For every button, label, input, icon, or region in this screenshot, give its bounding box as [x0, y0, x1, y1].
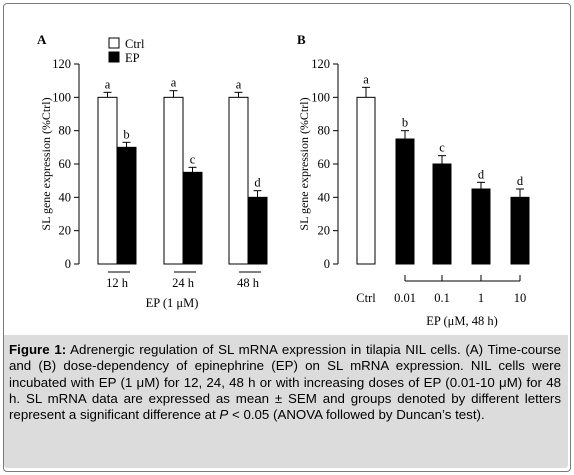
- panel-a-significance-letter: a: [236, 77, 242, 91]
- panel-a-x-tick-label: 24 h: [172, 276, 195, 290]
- panel-b-ylabel: SL gene expression (%Ctrl): [297, 97, 311, 230]
- caption-text-1: Adrenergic regulation of SL mRNA express…: [9, 342, 561, 423]
- panel-b-x-tick-label: Ctrl: [356, 291, 376, 305]
- panel-a-y-tick-label: 20: [59, 224, 72, 238]
- panel-a-y-tick-label: 120: [52, 57, 71, 71]
- panel-b-y-tick-label: 120: [311, 57, 330, 71]
- caption-p-symbol: P: [219, 407, 229, 423]
- figure-plot-area: A SL gene expression (%Ctrl) EP (1 μM) 0…: [37, 32, 530, 328]
- panel-b-x-tick-label: 1: [478, 291, 484, 305]
- caption-background: [4, 335, 568, 468]
- panel-b-significance-letter: d: [478, 167, 485, 181]
- panel-b-y-tick-label: 60: [318, 157, 331, 171]
- panel-b-label: B: [297, 32, 306, 47]
- panel-b-y-tick-label: 20: [318, 224, 331, 238]
- panel-a-bar-ep: [182, 171, 203, 265]
- panel-a-bar-ep: [116, 146, 137, 265]
- legend: Ctrl EP: [108, 37, 145, 65]
- panel-a-bar-ep: [247, 196, 268, 265]
- panel-a-x-tick-label: 12 h: [106, 276, 129, 290]
- figure-caption: Figure 1: Adrenergic regulation of SL mR…: [9, 342, 561, 423]
- panel-a-y-tick-label: 40: [59, 190, 72, 204]
- caption-label: Figure 1:: [9, 342, 67, 357]
- panel-b-significance-letter: d: [517, 174, 524, 188]
- panel-b-bar: [510, 196, 530, 265]
- panel-b-bar: [356, 96, 376, 265]
- panel-a-y-tick-label: 100: [52, 90, 71, 104]
- panel-b-y-tick-label: 100: [311, 90, 330, 104]
- panel-b-chart: 0 20 40 60 80 100 120 a Ctrl b 0.01 c 0.1 d 1 d 10: [311, 57, 530, 305]
- panel-a-significance-letter: a: [171, 76, 177, 90]
- legend-swatch-ctrl: [108, 37, 120, 49]
- panel-a-xlabel: EP (1 μM): [146, 296, 199, 310]
- panel-b-x-tick-label: 0.01: [394, 291, 416, 305]
- panel-b-y-tick-label: 40: [318, 190, 331, 204]
- panel-a-significance-letter: c: [190, 152, 196, 166]
- caption-text-2: < 0.05 (ANOVA followed by Duncan’s test)…: [228, 407, 485, 423]
- panel-a-bar-ctrl: [228, 96, 249, 265]
- panel-a-significance-letter: b: [123, 127, 129, 141]
- panel-b-bar: [432, 163, 452, 265]
- panel-b-y-tick-label: 80: [318, 124, 331, 138]
- legend-swatch-ep: [108, 51, 120, 63]
- panel-b-x-tick-label: 0.1: [434, 291, 450, 305]
- panel-a-bar-ctrl: [163, 96, 184, 265]
- panel-a-ylabel: SL gene expression (%Ctrl): [39, 97, 53, 230]
- panel-a-y-tick-label: 0: [65, 257, 71, 271]
- panel-b-significance-letter: a: [363, 72, 369, 86]
- panel-b-xlabel: EP (μM, 48 h): [426, 314, 498, 328]
- legend-label-ctrl: Ctrl: [125, 37, 145, 51]
- panel-a-x-tick-label: 48 h: [237, 276, 260, 290]
- panel-a-chart: 0 20 40 60 80 100 120 a b 12 h a c 24 h a d 48 h: [52, 57, 268, 290]
- panel-a-y-tick-label: 60: [59, 157, 72, 171]
- panel-b-significance-letter: c: [439, 141, 445, 155]
- panel-b-bar: [395, 138, 415, 265]
- panel-a-bar-ctrl: [97, 96, 118, 265]
- panel-a-significance-letter: d: [254, 176, 261, 190]
- panel-b-y-tick-label: 0: [324, 257, 330, 271]
- panel-a-significance-letter: a: [105, 77, 111, 91]
- panel-b-bar: [471, 188, 491, 265]
- panel-a-label: A: [37, 32, 47, 47]
- legend-label-ep: EP: [125, 51, 140, 65]
- panel-b-significance-letter: b: [402, 116, 408, 130]
- panel-b-x-tick-label: 10: [514, 291, 527, 305]
- panel-a-y-tick-label: 80: [59, 124, 72, 138]
